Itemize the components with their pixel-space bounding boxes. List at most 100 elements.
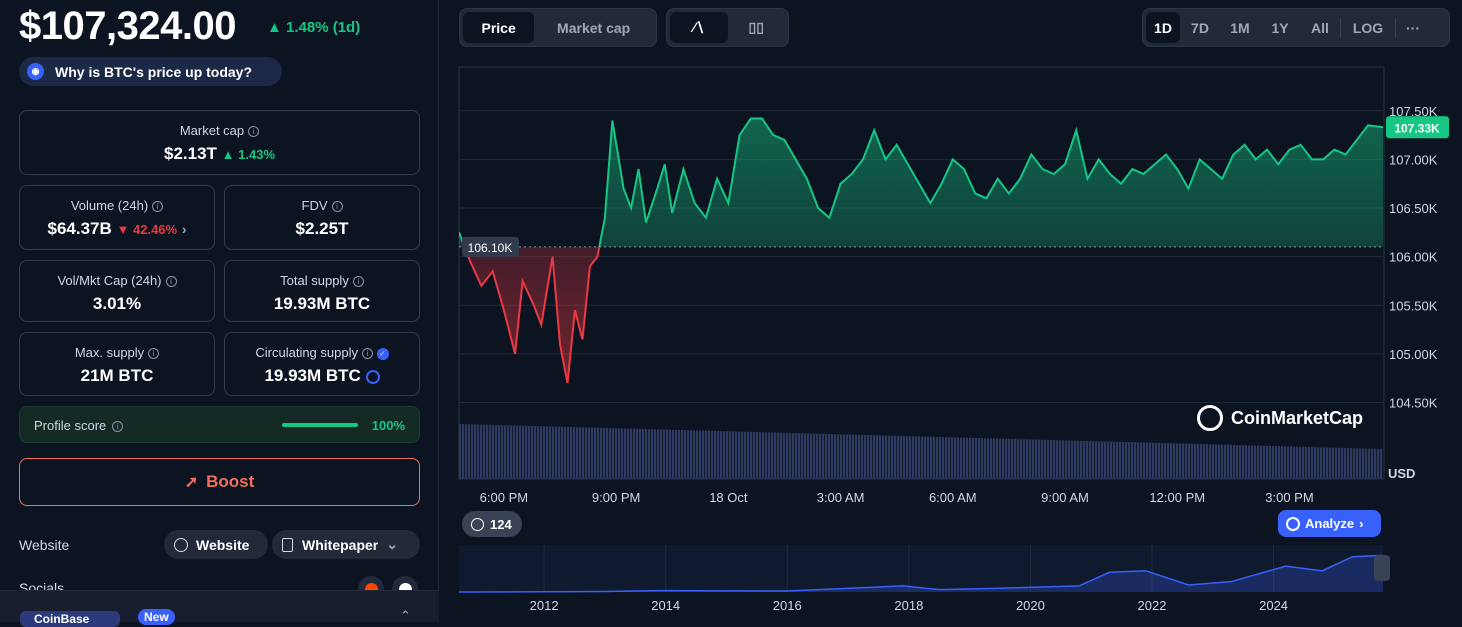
range-1m[interactable]: 1M <box>1230 19 1250 36</box>
coinbase-promo[interactable]: CoinBase <box>20 611 120 627</box>
volume-bar <box>897 435 900 479</box>
why-price-up-button[interactable]: ◉ Why is BTC's price up today? <box>19 57 282 86</box>
info-icon[interactable]: i <box>152 201 164 213</box>
volume-bar <box>1164 443 1167 479</box>
y-tick-label: 104.50K <box>1389 396 1438 411</box>
analyze-button[interactable]: Analyze › <box>1278 510 1381 537</box>
volume-bar <box>513 425 516 479</box>
volume-bar <box>1065 440 1068 479</box>
globe-icon <box>174 537 188 552</box>
volume-bar <box>819 433 822 479</box>
range-all[interactable]: All <box>1311 19 1329 36</box>
volume-bar <box>1038 439 1041 479</box>
info-icon[interactable]: i <box>248 126 260 138</box>
volume-bar <box>852 434 855 479</box>
volume-bar <box>543 426 546 479</box>
history-handle[interactable] <box>1374 555 1390 581</box>
volume-bar <box>1050 439 1053 479</box>
market-cap-value: $2.13T ▲ 1.43% <box>163 144 276 163</box>
chart-type-toggle: Price Market cap <box>459 8 657 47</box>
volume-bar <box>1332 447 1335 479</box>
range-1d[interactable]: 1D <box>1146 12 1180 43</box>
range-1y[interactable]: 1Y <box>1271 19 1289 36</box>
why-price-up-label: Why is BTC's price up today? <box>55 63 253 80</box>
volume-bar <box>687 430 690 479</box>
volume-bar <box>480 424 483 479</box>
volume-bar <box>1305 446 1308 479</box>
volume-bar <box>969 437 972 479</box>
line-chart-icon[interactable]: ∕∖ <box>670 12 728 43</box>
price-tab[interactable]: Price <box>463 12 535 43</box>
volume-bar <box>1365 448 1368 479</box>
chevron-right-icon[interactable]: › <box>181 221 187 237</box>
fdv-card: FDV i $2.25T <box>224 185 420 250</box>
volume-bar <box>1128 442 1131 479</box>
boost-button[interactable]: ➚ Boost <box>19 458 420 506</box>
volume-bar <box>1371 448 1374 479</box>
volume-bar <box>954 437 957 479</box>
volume-bar <box>486 424 489 479</box>
history-navigator[interactable] <box>459 545 1383 592</box>
history-year-label: 2016 <box>773 598 802 613</box>
whitepaper-button[interactable]: Whitepaper ⌄ <box>272 530 420 559</box>
volume-bar <box>501 425 504 479</box>
volume-bar <box>1272 445 1275 479</box>
price-chart[interactable]: 106.10K 107.33K 107.50K 107.00K 106.50K 106.… <box>440 0 1462 622</box>
info-icon[interactable]: i <box>331 201 343 213</box>
volume-bar <box>660 429 663 479</box>
volume-bar <box>1359 448 1362 479</box>
ai-icon <box>1286 516 1300 531</box>
volume-bar <box>1098 441 1101 479</box>
volume-bar <box>828 433 831 479</box>
volume-bar <box>1347 448 1350 479</box>
volume-bar <box>588 427 591 479</box>
volume-bar <box>1161 442 1164 479</box>
volume-bar <box>1353 448 1356 479</box>
chevron-up-icon[interactable]: ⌃ <box>400 608 411 623</box>
market-cap-tab[interactable]: Market cap <box>557 19 631 36</box>
events-button[interactable]: 124 <box>462 511 522 537</box>
info-icon[interactable]: i <box>112 421 124 433</box>
volume-bar <box>1356 448 1359 479</box>
volume-bar <box>570 427 573 479</box>
volume-bar <box>885 435 888 479</box>
info-icon[interactable]: i <box>165 276 177 288</box>
volume-bar <box>546 426 549 479</box>
volume-bar <box>918 436 921 479</box>
info-icon[interactable]: i <box>148 348 160 360</box>
volume-bar <box>906 436 909 479</box>
market-cap-card[interactable]: Market cap i $2.13T ▲ 1.43% <box>19 110 420 175</box>
history-area <box>459 555 1383 592</box>
more-options-icon[interactable]: ··· <box>1406 19 1420 36</box>
volume-bar <box>621 428 624 479</box>
log-scale-toggle[interactable]: LOG <box>1352 19 1384 36</box>
time-range-toggle: 1D 7D 1M 1Y All LOG ··· <box>1142 8 1450 47</box>
volume-bar <box>996 438 999 479</box>
volume-bar <box>912 436 915 479</box>
info-icon[interactable]: i <box>352 276 364 288</box>
volume-bar <box>963 437 966 479</box>
volume-bar <box>939 436 942 479</box>
volume-bar <box>948 437 951 479</box>
profile-score-bar <box>282 423 358 427</box>
volume-bar <box>582 427 585 479</box>
volume-bar <box>609 428 612 479</box>
candlestick-icon[interactable]: ▯▯ <box>748 19 764 35</box>
volume-bar <box>1032 439 1035 479</box>
volume-bar <box>1053 440 1056 479</box>
range-7d[interactable]: 7D <box>1191 19 1209 36</box>
profile-score: Profile score i 100% <box>19 406 420 443</box>
website-button[interactable]: Website <box>164 530 268 559</box>
volume-bar <box>600 427 603 479</box>
volume-bar <box>900 435 903 479</box>
volume-bar <box>654 429 657 479</box>
volume-bar <box>1059 440 1062 479</box>
volume-bar <box>1323 447 1326 479</box>
volume-bar <box>645 429 648 479</box>
volume-bar <box>1320 447 1323 479</box>
info-icon[interactable]: i <box>361 348 373 360</box>
volume-card[interactable]: Volume (24h) i $64.37B ▼ 42.46% › <box>19 185 215 250</box>
volume-bar <box>1143 442 1146 479</box>
volume-bar <box>1005 438 1008 479</box>
volume-bar <box>1194 443 1197 479</box>
